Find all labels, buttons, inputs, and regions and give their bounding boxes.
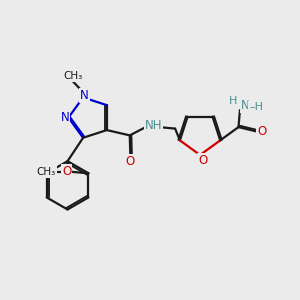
Text: N: N <box>241 99 250 112</box>
Text: N: N <box>80 88 89 102</box>
Text: –H: –H <box>249 102 263 112</box>
Text: O: O <box>62 165 71 178</box>
Text: O: O <box>126 155 135 168</box>
Text: CH₃: CH₃ <box>63 71 82 81</box>
Text: NH: NH <box>145 119 162 132</box>
Text: CH₃: CH₃ <box>36 167 56 177</box>
Text: O: O <box>257 125 266 138</box>
Text: O: O <box>198 154 208 166</box>
Text: H: H <box>229 96 238 106</box>
Text: N: N <box>61 111 69 124</box>
